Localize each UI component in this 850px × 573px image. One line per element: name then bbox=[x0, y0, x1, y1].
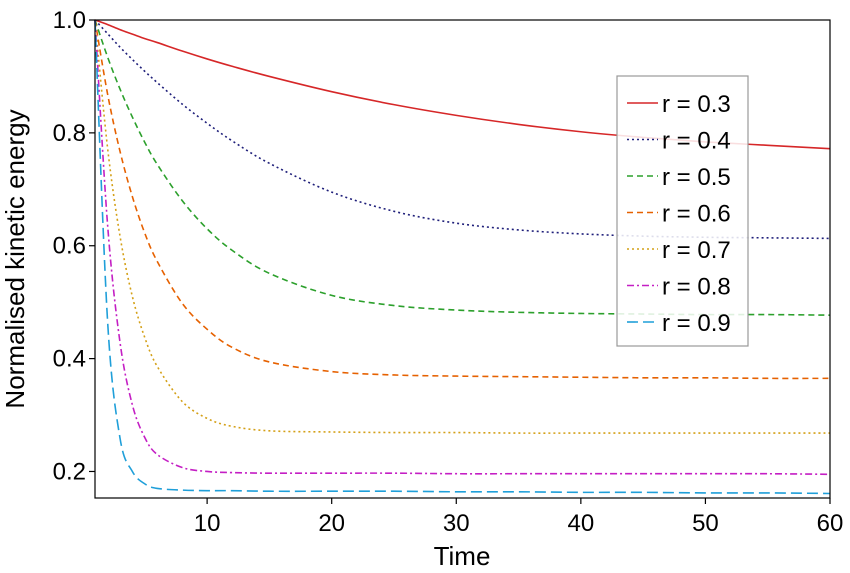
y-tick-label: 0.2 bbox=[53, 458, 86, 485]
y-tick-label: 0.4 bbox=[53, 346, 86, 373]
x-tick-label: 20 bbox=[318, 510, 345, 537]
x-axis-title: Time bbox=[434, 541, 491, 571]
y-axis-ticks: 0.2 0.4 0.6 0.8 1.0 bbox=[53, 7, 95, 485]
y-tick-label: 0.6 bbox=[53, 233, 86, 260]
x-tick-label: 40 bbox=[567, 510, 594, 537]
legend-box bbox=[616, 75, 749, 347]
legend-label-4: r = 0.6 bbox=[662, 201, 731, 228]
legend-label-7: r = 0.9 bbox=[662, 310, 731, 337]
legend-label-6: r = 0.8 bbox=[662, 274, 731, 301]
series-line-5 bbox=[94, 19, 830, 434]
legend-label-3: r = 0.5 bbox=[662, 164, 731, 191]
series-line-4 bbox=[94, 19, 831, 380]
legend: r = 0.3 r = 0.4 r = 0.5 r = 0.6 r = 0.7 r = 0… bbox=[616, 75, 749, 347]
legend-label-1: r = 0.3 bbox=[662, 91, 731, 118]
y-tick-label: 1.0 bbox=[53, 7, 86, 34]
x-tick-label: 10 bbox=[194, 510, 221, 537]
x-tick-label: 60 bbox=[817, 510, 844, 537]
y-tick-label: 0.8 bbox=[53, 120, 86, 147]
x-tick-label: 50 bbox=[692, 510, 719, 537]
x-axis-ticks: 10 20 30 40 50 60 bbox=[194, 498, 844, 537]
series-line-7 bbox=[94, 19, 831, 495]
series-line-6 bbox=[94, 19, 831, 476]
x-tick-label: 30 bbox=[443, 510, 470, 537]
legend-label-2: r = 0.4 bbox=[662, 128, 731, 155]
y-axis-title: Normalised kinetic energy bbox=[0, 109, 30, 408]
plot-frame bbox=[94, 19, 831, 499]
legend-label-5: r = 0.7 bbox=[662, 237, 731, 264]
